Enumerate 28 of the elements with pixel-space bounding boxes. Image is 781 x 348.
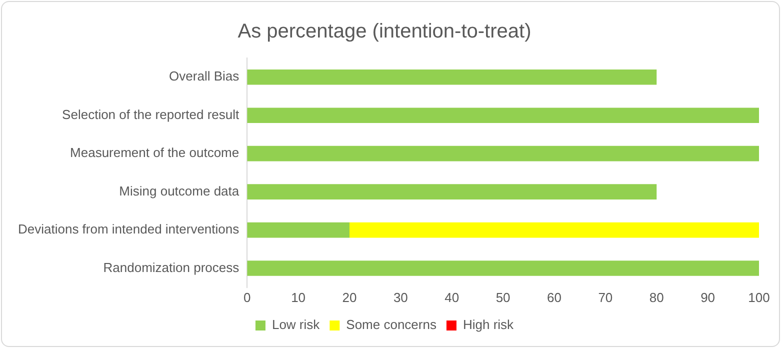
x-tick-label: 100	[748, 290, 770, 305]
bar	[247, 108, 759, 123]
chart-title: As percentage (intention-to-treat)	[238, 20, 532, 43]
y-tick-label: Selection of the reported result	[62, 106, 240, 122]
bar	[349, 222, 759, 238]
bar	[247, 222, 350, 238]
y-tick-label: Overall Bias	[169, 68, 240, 84]
y-tick-label: Randomization process	[103, 260, 240, 275]
x-tick-label: 90	[700, 290, 716, 305]
x-tick-label: 40	[444, 290, 460, 305]
bar	[247, 260, 759, 276]
x-tick-label: 50	[496, 290, 510, 305]
x-tick-label: 80	[649, 290, 664, 305]
bar	[247, 184, 657, 200]
x-tick-label: 0	[244, 290, 251, 305]
x-tick-label: 70	[598, 290, 613, 305]
bar	[247, 146, 759, 162]
x-tick-label: 30	[393, 290, 408, 305]
legend-label: Low risk	[272, 317, 320, 332]
bar	[247, 69, 657, 85]
x-tick-label: 10	[291, 290, 306, 305]
legend-label: Some concerns	[346, 317, 437, 332]
y-tick-label: Mising outcome data	[119, 183, 240, 198]
y-tick-label: Measurement of the outcome	[70, 145, 240, 160]
x-tick-label: 20	[342, 290, 357, 305]
legend-label: High risk	[462, 317, 514, 332]
x-tick-label: 60	[547, 290, 562, 305]
y-tick-label: Deviations from intended interventions	[18, 222, 240, 237]
